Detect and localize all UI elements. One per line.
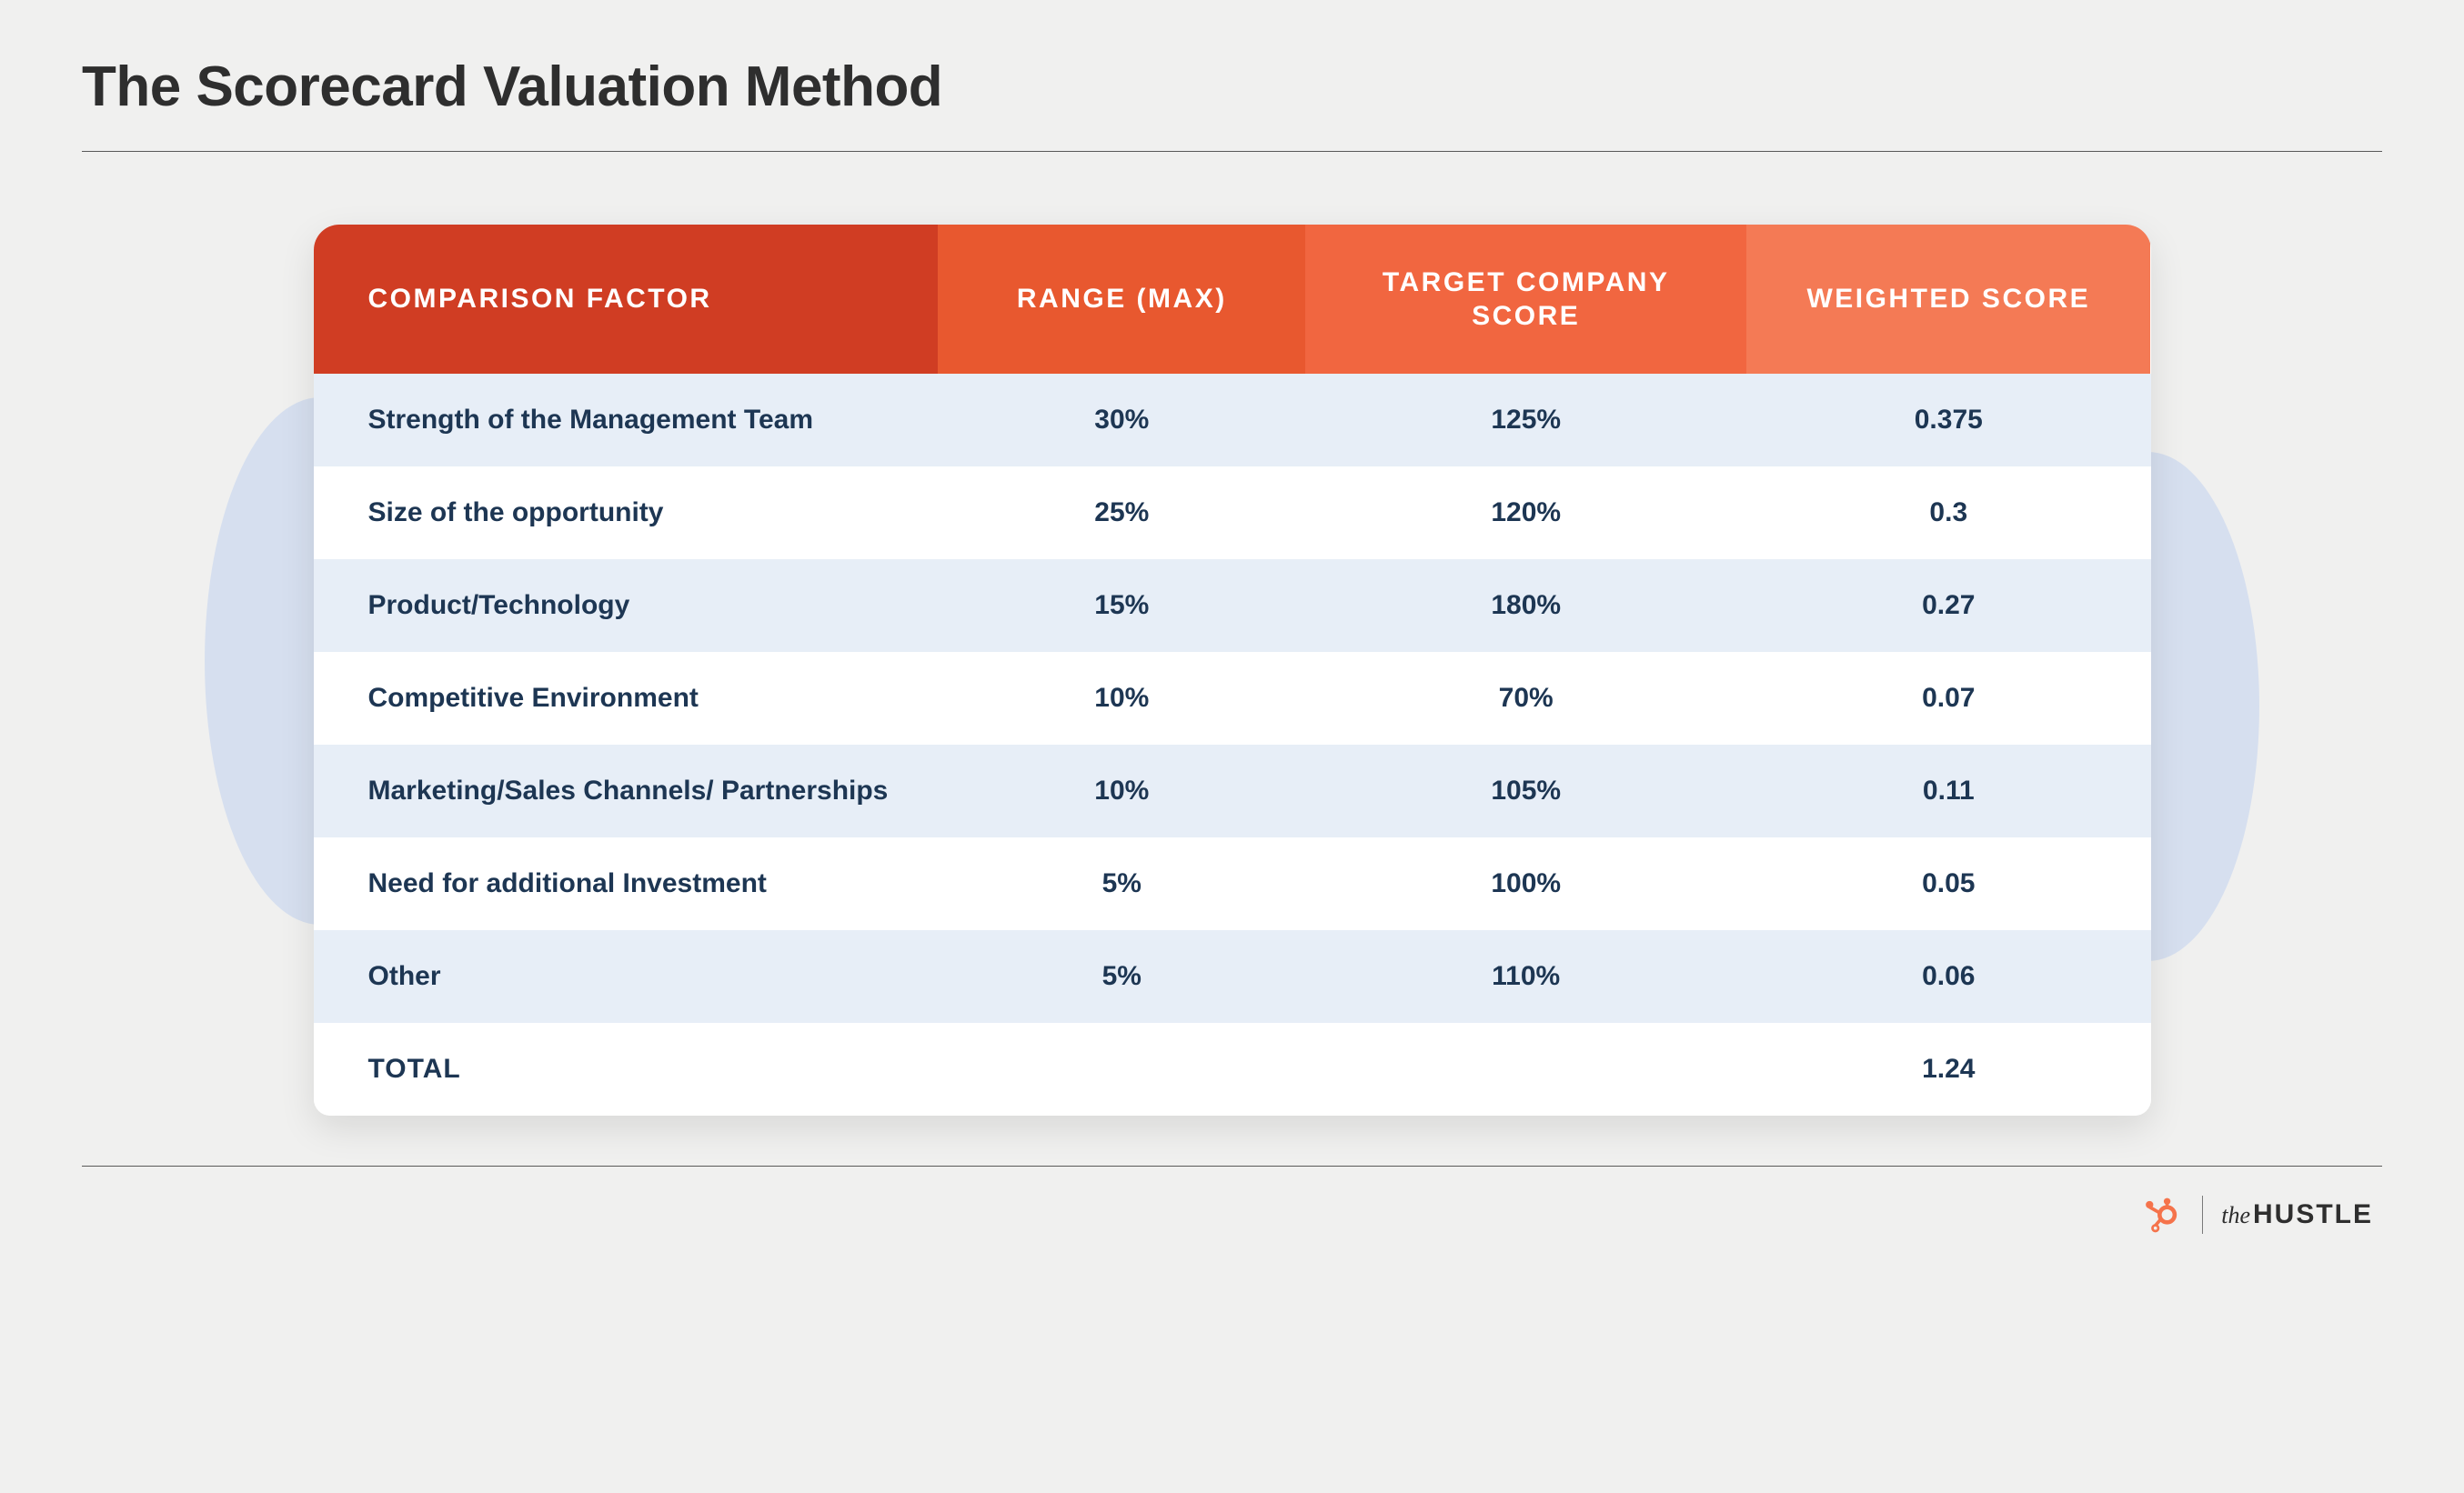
cell-weighted: 0.05	[1746, 847, 2150, 921]
cell-weighted: 0.07	[1746, 661, 2150, 736]
cell-range: 30%	[938, 383, 1305, 457]
col-header-target: TARGET COMPANY SCORE	[1305, 225, 1746, 374]
hubspot-sprocket-icon	[2142, 1194, 2184, 1236]
cell-factor: Need for additional Investment	[314, 847, 939, 921]
table-row: Product/Technology 15% 180% 0.27	[314, 559, 2151, 652]
hustle-the-text: the	[2221, 1202, 2250, 1229]
cell-weighted: 0.06	[1746, 939, 2150, 1014]
footer-separator	[2202, 1196, 2204, 1234]
table-wrapper: COMPARISON FACTOR RANGE (MAX) TARGET COM…	[82, 225, 2382, 1116]
cell-total-weighted: 1.24	[1746, 1032, 2150, 1107]
table-row: Marketing/Sales Channels/ Partnerships 1…	[314, 745, 2151, 837]
cell-weighted: 0.3	[1746, 476, 2150, 550]
cell-target: 110%	[1305, 939, 1746, 1014]
cell-target: 180%	[1305, 568, 1746, 643]
table-row: Size of the opportunity 25% 120% 0.3	[314, 466, 2151, 559]
cell-range: 5%	[938, 939, 1305, 1014]
page-title: The Scorecard Valuation Method	[82, 55, 2382, 119]
cell-factor: Strength of the Management Team	[314, 383, 939, 457]
scorecard-table: COMPARISON FACTOR RANGE (MAX) TARGET COM…	[314, 225, 2151, 1116]
cell-total-target	[1305, 1049, 1746, 1089]
cell-factor: Other	[314, 939, 939, 1014]
cell-target: 120%	[1305, 476, 1746, 550]
table-total-row: TOTAL 1.24	[314, 1023, 2151, 1116]
table-row: Competitive Environment 10% 70% 0.07	[314, 652, 2151, 745]
table-row: Other 5% 110% 0.06	[314, 930, 2151, 1023]
cell-target: 105%	[1305, 754, 1746, 828]
cell-total-range	[938, 1049, 1305, 1089]
cell-target: 70%	[1305, 661, 1746, 736]
hustle-main-text: HUSTLE	[2253, 1199, 2373, 1230]
cell-range: 10%	[938, 661, 1305, 736]
footer: the HUSTLE	[82, 1194, 2382, 1236]
cell-target: 125%	[1305, 383, 1746, 457]
col-header-weighted: WEIGHTED SCORE	[1746, 225, 2150, 374]
cell-weighted: 0.27	[1746, 568, 2150, 643]
col-header-factor: COMPARISON FACTOR	[314, 225, 939, 374]
title-divider	[82, 151, 2382, 152]
cell-factor: Size of the opportunity	[314, 476, 939, 550]
cell-range: 5%	[938, 847, 1305, 921]
table-header-row: COMPARISON FACTOR RANGE (MAX) TARGET COM…	[314, 225, 2151, 374]
table-row: Need for additional Investment 5% 100% 0…	[314, 837, 2151, 930]
cell-range: 25%	[938, 476, 1305, 550]
col-header-range: RANGE (MAX)	[938, 225, 1305, 374]
cell-factor: Competitive Environment	[314, 661, 939, 736]
the-hustle-logo: the HUSTLE	[2221, 1199, 2373, 1230]
cell-weighted: 0.11	[1746, 754, 2150, 828]
bottom-divider	[82, 1166, 2382, 1167]
cell-factor: Marketing/Sales Channels/ Partnerships	[314, 754, 939, 828]
table-row: Strength of the Management Team 30% 125%…	[314, 374, 2151, 466]
cell-weighted: 0.375	[1746, 383, 2150, 457]
cell-range: 15%	[938, 568, 1305, 643]
cell-range: 10%	[938, 754, 1305, 828]
cell-target: 100%	[1305, 847, 1746, 921]
cell-factor: Product/Technology	[314, 568, 939, 643]
cell-total-label: TOTAL	[314, 1032, 939, 1107]
